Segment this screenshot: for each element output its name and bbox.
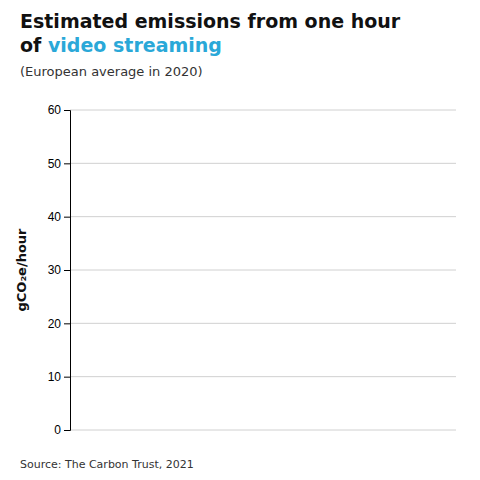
y-tick-mark	[64, 217, 70, 218]
title: Estimated emissions from one hour	[20, 10, 401, 32]
title-part: video streaming	[48, 34, 222, 56]
y-tick-label: 0	[54, 423, 61, 437]
y-tick: 10	[48, 370, 70, 384]
annotation: Source: The Carbon Trust, 2021	[20, 458, 194, 471]
y-tick-mark	[64, 430, 70, 431]
grid-line	[70, 110, 456, 111]
subtitle: (European average in 2020)	[20, 64, 203, 79]
grid-line	[70, 163, 456, 164]
grid-line	[70, 376, 456, 377]
grid-line	[70, 216, 456, 217]
y-tick: 40	[48, 210, 70, 224]
chart: Estimated emissions from one hourof vide…	[0, 0, 480, 480]
y-tick-mark	[64, 377, 70, 378]
title-part: of	[20, 34, 48, 56]
y-tick-mark	[64, 163, 70, 164]
y-axis: 0 10 20 30 40 50 60	[48, 103, 71, 437]
y-tick-label: 40	[48, 210, 62, 224]
y-tick: 50	[48, 157, 70, 171]
plot: 0 10 20 30 40 50 60	[48, 103, 456, 437]
y-tick-label: 30	[48, 263, 62, 277]
y-tick: 60	[48, 103, 70, 117]
grid-line	[70, 323, 456, 324]
y-tick-label: 60	[48, 103, 62, 117]
y-axis-title: gCO₂e/hour	[14, 228, 29, 312]
y-tick: 30	[48, 263, 70, 277]
grid	[70, 110, 456, 430]
y-tick-mark	[64, 323, 70, 324]
grid-line	[70, 270, 456, 271]
y-tick-mark	[64, 270, 70, 271]
grid-line	[70, 430, 456, 431]
y-tick-label: 20	[48, 317, 62, 331]
y-tick: 0	[54, 423, 70, 437]
y-axis-line	[64, 111, 71, 431]
title-line: of video streaming	[20, 34, 222, 56]
y-tick-label: 10	[48, 370, 62, 384]
y-tick-label: 50	[48, 157, 62, 171]
y-tick: 20	[48, 317, 70, 331]
y-tick-mark	[64, 110, 70, 111]
